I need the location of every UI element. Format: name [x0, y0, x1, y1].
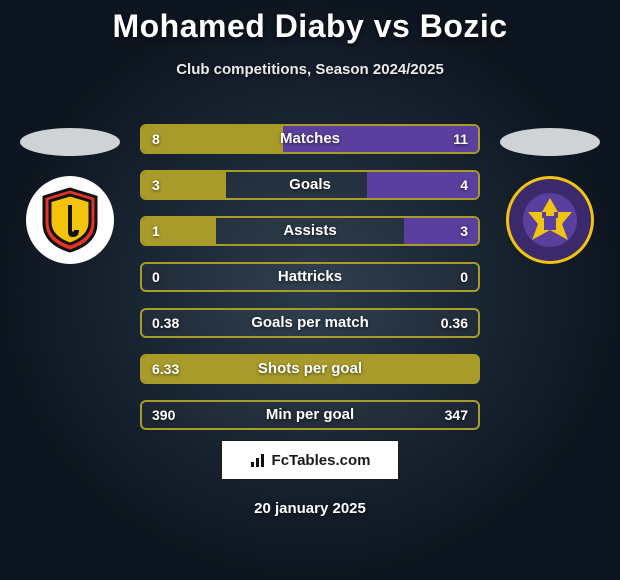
stat-row: 34Goals	[140, 170, 480, 200]
stat-row: 811Matches	[140, 124, 480, 154]
brand-text: FcTables.com	[272, 452, 371, 469]
date-text: 20 january 2025	[0, 500, 620, 517]
stat-label: Hattricks	[142, 264, 478, 290]
club-badge-icon	[520, 190, 580, 250]
stat-label: Goals per match	[142, 310, 478, 336]
stats-container: 811Matches 34Goals 13Assists 00Hattricks 0.3…	[140, 124, 480, 446]
stat-label: Goals	[142, 172, 478, 198]
team-crest-left	[26, 176, 114, 264]
stat-row: 13Assists	[140, 216, 480, 246]
stat-label: Assists	[142, 218, 478, 244]
player-right-ellipse	[500, 128, 600, 156]
brand-badge[interactable]: FcTables.com	[221, 440, 399, 480]
page-subtitle: Club competitions, Season 2024/2025	[0, 61, 620, 78]
page-title: Mohamed Diaby vs Bozic	[0, 0, 620, 45]
shield-icon	[40, 187, 100, 253]
player-left-ellipse	[20, 128, 120, 156]
stat-row: 00Hattricks	[140, 262, 480, 292]
stat-row: 0.380.36Goals per match	[140, 308, 480, 338]
stat-label: Matches	[142, 126, 478, 152]
stat-row: 390347Min per goal	[140, 400, 480, 430]
stat-label: Shots per goal	[142, 356, 478, 382]
team-crest-right	[506, 176, 594, 264]
chart-icon	[250, 452, 266, 468]
stat-label: Min per goal	[142, 402, 478, 428]
stat-row: 6.33Shots per goal	[140, 354, 480, 384]
